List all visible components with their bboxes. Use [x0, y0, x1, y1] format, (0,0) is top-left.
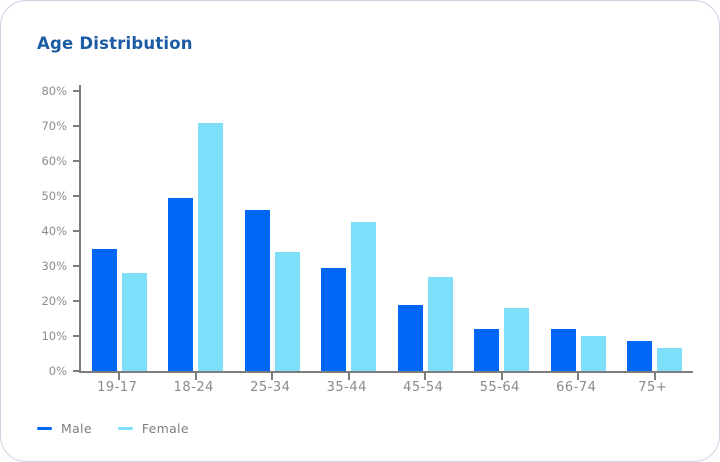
female-bar — [504, 308, 530, 371]
y-axis: 0% 10% 20% 30% 40% 50% 60% 70% 80% — [1, 84, 79, 378]
legend-label: Female — [141, 421, 189, 436]
legend-marker-male-icon — [37, 427, 52, 430]
y-axis-label: 0% — [48, 364, 67, 378]
female-bar — [351, 222, 377, 371]
y-axis-label: 40% — [41, 224, 67, 238]
y-tick — [73, 90, 79, 92]
bar-group — [387, 276, 464, 380]
male-bar — [168, 197, 194, 371]
y-axis-label: 30% — [41, 259, 67, 273]
male-bar — [397, 304, 423, 371]
y-axis-label: 70% — [41, 119, 67, 133]
x-tick — [347, 373, 350, 380]
plot-area — [79, 85, 694, 380]
male-bar — [321, 267, 347, 371]
bar-group — [81, 248, 158, 380]
y-tick — [73, 335, 79, 337]
female-bar — [657, 348, 683, 371]
y-tick — [73, 370, 79, 372]
legend-marker-female-icon — [117, 427, 133, 430]
bar-group — [464, 308, 541, 380]
male-bar — [627, 341, 653, 371]
x-tick — [577, 373, 580, 380]
bar-group — [234, 210, 311, 380]
male-bar — [244, 210, 270, 371]
y-tick — [73, 265, 79, 267]
x-tick — [271, 373, 274, 380]
y-axis-label: 50% — [41, 189, 67, 203]
male-bar — [550, 329, 576, 371]
x-tick — [653, 373, 656, 380]
male-bar — [91, 248, 117, 371]
female-bar — [198, 122, 224, 371]
x-axis-label: 45-54 — [403, 380, 444, 395]
legend-item-male[interactable]: Male — [37, 421, 92, 436]
y-axis-label: 60% — [41, 154, 67, 168]
female-bar — [274, 252, 300, 371]
y-axis-label: 20% — [41, 294, 67, 308]
y-axis-label: 80% — [41, 84, 67, 98]
x-axis: 19-17 18-24 25-34 35-44 45-54 55-64 66-74 75+ — [79, 380, 691, 395]
y-tick — [73, 195, 79, 197]
x-tick — [500, 373, 503, 380]
x-axis-label: 25-34 — [250, 380, 291, 395]
bar-group — [617, 341, 694, 380]
legend-label: Male — [61, 421, 92, 436]
bar-group — [158, 122, 235, 380]
female-bar — [427, 276, 453, 371]
bar-group — [540, 329, 617, 380]
x-axis-label: 18-24 — [173, 380, 214, 395]
x-tick — [194, 373, 197, 380]
chart-title: Age Distribution — [37, 34, 193, 53]
male-bar — [474, 329, 500, 371]
y-tick — [73, 230, 79, 232]
x-tick — [118, 373, 121, 380]
y-tick — [73, 125, 79, 127]
y-tick — [73, 300, 79, 302]
legend-item-female[interactable]: Female — [117, 421, 189, 436]
x-axis-label: 75+ — [638, 380, 668, 395]
x-tick — [424, 373, 427, 380]
x-axis-label: 35-44 — [326, 380, 367, 395]
chart-legend: Male Female — [37, 421, 189, 436]
x-axis-label: 55-64 — [479, 380, 520, 395]
female-bar — [580, 336, 606, 371]
x-axis-label: 19-17 — [97, 380, 138, 395]
x-axis-label: 66-74 — [556, 380, 597, 395]
y-axis-label: 10% — [41, 329, 67, 343]
bar-group — [311, 222, 388, 380]
female-bar — [121, 273, 147, 371]
y-tick — [73, 160, 79, 162]
